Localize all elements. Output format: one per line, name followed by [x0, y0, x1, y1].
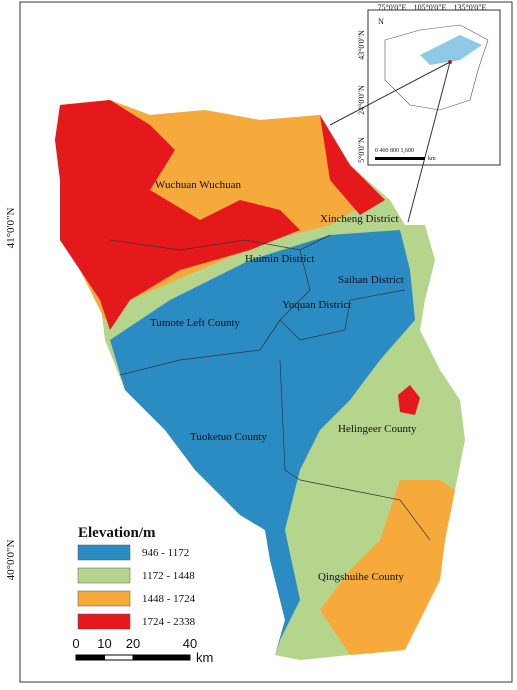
inset-highlight — [420, 35, 482, 65]
frame — [19, 1, 513, 683]
border — [299, 479, 431, 541]
district-label: Huimin District — [245, 253, 314, 265]
legend-label: 1448 - 1724 — [142, 593, 196, 605]
inset-lat: 24°0'0"N — [357, 85, 366, 115]
inset-lon: 75°0'0"E — [378, 3, 407, 12]
region-red — [55, 100, 300, 330]
border — [279, 359, 301, 481]
inset-lat: 43°0'0"N — [357, 30, 366, 60]
legend-label: 1172 - 1448 — [142, 570, 195, 582]
legend-swatch — [77, 544, 131, 561]
border — [119, 319, 281, 376]
district-label: Xincheng District — [320, 213, 399, 225]
district-label: Yuquan District — [282, 299, 351, 311]
district-borders — [109, 234, 431, 541]
regions — [55, 100, 465, 660]
border — [279, 249, 406, 341]
leader-line — [407, 61, 451, 223]
scale-unit: km — [196, 650, 213, 665]
legend-label: 1724 - 2338 — [142, 616, 196, 628]
legend: Elevation/m 946 - 1172 1172 - 1448 1448 - … — [77, 525, 196, 630]
scale-tick-label: 0 — [72, 636, 79, 651]
region-red — [320, 115, 385, 215]
inset: N 75°0'0"E 105°0'0"E 135°0'0"E 43°0'0"N … — [329, 3, 501, 223]
leader-line — [329, 61, 451, 126]
region-blue — [110, 230, 415, 655]
district-label: Saihan District — [338, 274, 404, 286]
lat-label: 41°0'0"N — [5, 208, 17, 249]
inset-scale: 0 400 800 1,600 — [375, 148, 414, 154]
border — [109, 234, 331, 251]
inset-lat: 5°0'0"N — [357, 137, 366, 163]
inset-scale-bar — [375, 157, 425, 160]
legend-label: 946 - 1172 — [142, 547, 189, 559]
scale-segment — [75, 654, 105, 661]
scale-segment — [104, 654, 134, 661]
inset-scale-unit: km — [428, 156, 436, 162]
inset-lon: 135°0'0"E — [454, 3, 487, 12]
scale-tick-label: 40 — [183, 636, 197, 651]
region-red — [398, 385, 420, 415]
scale-tick-label: 10 — [97, 636, 111, 651]
inset-north: N — [378, 17, 384, 26]
district-label: Tumote Left County — [150, 317, 241, 329]
scale-tick-label: 20 — [126, 636, 140, 651]
district-label: Wuchuan Wuchuan — [155, 179, 241, 191]
legend-swatch — [77, 590, 131, 607]
district-label: Tuoketuo County — [190, 431, 267, 443]
district-label: Helingeer County — [338, 423, 417, 435]
district-label: Qingshuihe County — [318, 571, 404, 583]
scale-segment — [132, 654, 191, 661]
legend-swatch — [77, 613, 131, 630]
legend-title: Elevation/m — [78, 525, 156, 541]
region-orange — [320, 480, 455, 655]
lat-label: 40°0'0"N — [5, 540, 17, 581]
inset-lon: 105°0'0"E — [414, 3, 447, 12]
legend-swatch — [77, 567, 131, 584]
